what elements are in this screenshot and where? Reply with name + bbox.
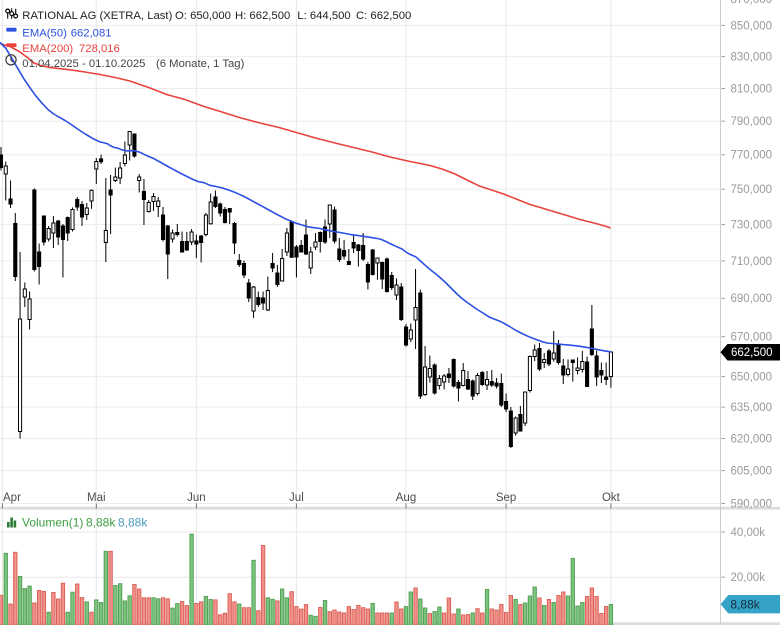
svg-text:20,00k: 20,00k <box>731 572 766 584</box>
svg-text:650,000: 650,000 <box>731 372 773 384</box>
svg-text:8,88k: 8,88k <box>730 597 760 611</box>
svg-text:605,000: 605,000 <box>731 466 773 478</box>
svg-text:850,000: 850,000 <box>731 20 773 32</box>
svg-text:770,000: 770,000 <box>731 150 773 162</box>
svg-text:830,000: 830,000 <box>731 52 773 64</box>
svg-text:810,000: 810,000 <box>731 83 773 95</box>
svg-text:40,00k: 40,00k <box>731 527 766 539</box>
svg-text:Mai: Mai <box>87 492 106 504</box>
svg-text:C: 662,500: C: 662,500 <box>356 10 411 22</box>
svg-text:Sep: Sep <box>496 492 516 504</box>
svg-text:Aug: Aug <box>396 492 416 504</box>
svg-text:620,000: 620,000 <box>731 433 773 445</box>
svg-text:L: 644,500: L: 644,500 <box>297 10 350 22</box>
svg-text:Volumen(1): Volumen(1) <box>22 516 83 530</box>
svg-text:Jul: Jul <box>289 492 304 504</box>
svg-text:O: 650,000: O: 650,000 <box>175 10 231 22</box>
svg-text:Apr: Apr <box>3 492 21 504</box>
svg-text:670,000: 670,000 <box>731 332 773 344</box>
svg-text:728,016: 728,016 <box>79 43 120 55</box>
svg-text:Jun: Jun <box>187 492 206 504</box>
svg-text:662,500: 662,500 <box>731 347 773 359</box>
svg-text:Okt: Okt <box>602 492 621 504</box>
svg-text:H: 662,500: H: 662,500 <box>235 10 290 22</box>
svg-text:635,000: 635,000 <box>731 402 773 414</box>
svg-text:590,000: 590,000 <box>731 498 773 510</box>
svg-text:EMA(200): EMA(200) <box>22 43 73 55</box>
svg-text:662,081: 662,081 <box>71 28 112 40</box>
svg-text:8,88k: 8,88k <box>86 516 116 530</box>
svg-text:750,000: 750,000 <box>731 184 773 196</box>
svg-text:710,000: 710,000 <box>731 256 773 268</box>
svg-text:01.04.2025 - 01.10.2025: 01.04.2025 - 01.10.2025 <box>22 58 145 70</box>
svg-text:8,88k: 8,88k <box>118 516 148 530</box>
svg-text:690,000: 690,000 <box>731 293 773 305</box>
svg-text:870,000: 870,000 <box>731 0 773 6</box>
svg-text:EMA(50): EMA(50) <box>22 28 67 40</box>
svg-text:790,000: 790,000 <box>731 116 773 128</box>
svg-text:(6 Monate, 1 Tag): (6 Monate, 1 Tag) <box>156 58 245 70</box>
svg-text:RATIONAL AG (XETRA, Last): RATIONAL AG (XETRA, Last) <box>22 10 172 22</box>
svg-text:730,000: 730,000 <box>731 220 773 232</box>
